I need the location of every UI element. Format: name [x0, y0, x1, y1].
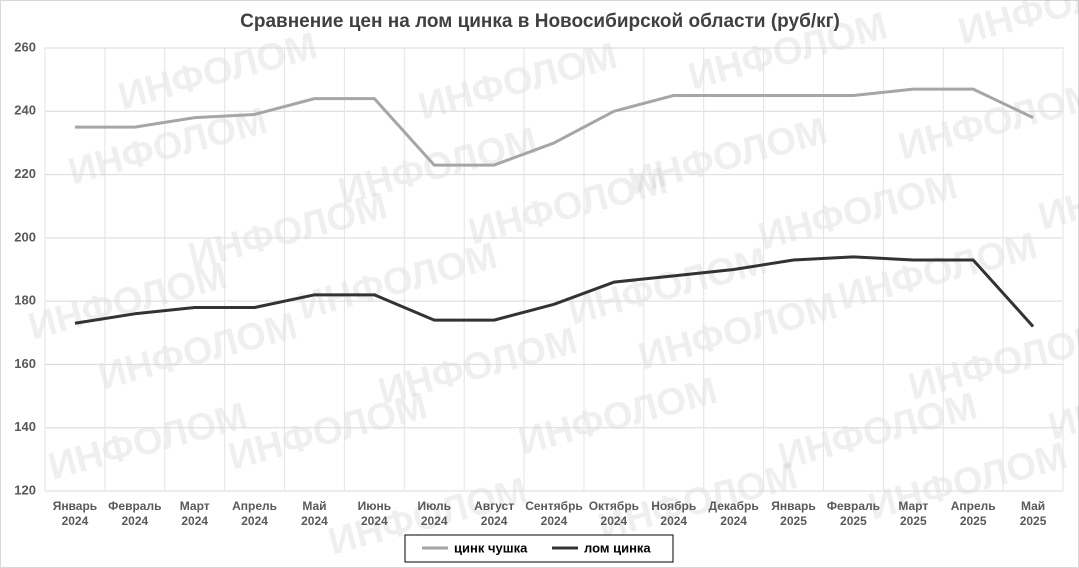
x-tick-label: Август 2024 [474, 499, 514, 528]
x-tick-label: Февраль 2024 [108, 499, 161, 528]
x-tick-label: Март 2025 [898, 499, 928, 528]
y-tick-label: 260 [14, 39, 36, 54]
line [74, 255, 1035, 328]
legend-label: цинк чушка [454, 540, 528, 555]
x-tick-label: Февраль 2025 [827, 499, 880, 528]
x-tick-label: Декабрь 2024 [709, 499, 759, 528]
x-tick-label: Май 2024 [301, 499, 328, 528]
x-tick-label: Июнь 2024 [358, 499, 392, 528]
x-tick-label: Май 2025 [1020, 499, 1047, 528]
x-tick-label: Апрель 2024 [232, 499, 277, 528]
y-tick-label: 140 [14, 419, 36, 434]
x-tick-label: Сентябрь 2024 [525, 499, 583, 528]
chart-title: Сравнение цен на лом цинка в Новосибирск… [240, 11, 840, 32]
y-tick-label: 160 [14, 356, 36, 371]
line [74, 87, 1034, 167]
x-tick-label: Апрель 2025 [951, 499, 996, 528]
y-tick-label: 180 [14, 293, 36, 308]
x-tick-label: Ноябрь 2024 [651, 499, 696, 528]
legend-label: лом цинка [584, 540, 651, 555]
y-tick-label: 220 [14, 166, 36, 181]
x-tick-label: Март 2024 [180, 499, 210, 528]
y-tick-label: 120 [14, 482, 36, 497]
legend-box [404, 534, 674, 563]
y-tick-label: 200 [14, 229, 36, 244]
y-tick-label: 240 [14, 103, 36, 118]
x-tick-label: Октябрь 2024 [589, 499, 639, 528]
x-tick-label: Январь 2024 [53, 499, 97, 528]
x-tick-label: Январь 2025 [771, 499, 815, 528]
x-tick-label: Июль 2024 [417, 499, 451, 528]
